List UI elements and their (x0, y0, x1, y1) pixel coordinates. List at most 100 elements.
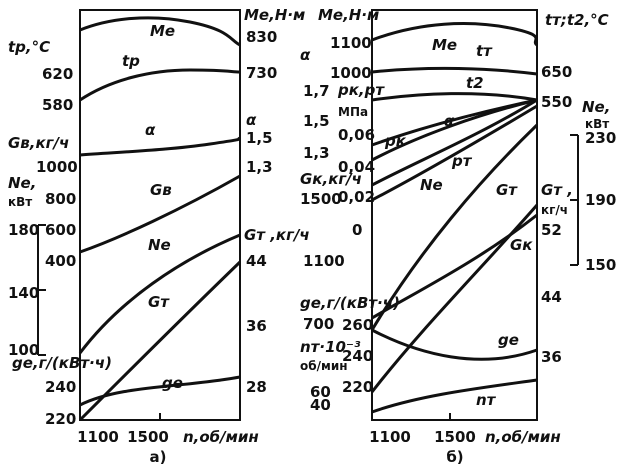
panel-b-curve-ge (371, 328, 538, 361)
panel-b-label-alpha: α (444, 112, 455, 130)
panel-b-xtick-label: 1500 (434, 428, 476, 446)
panel-a-label-gv: Gв (150, 181, 172, 199)
panel-a-left-tick: 600 (45, 221, 76, 239)
panel-b-gt-axis-label: Gт , (541, 181, 573, 199)
panel-b-curve-pk (371, 98, 538, 162)
panel-a-curve-gt (78, 260, 242, 422)
panel-b-curve-ne (370, 123, 539, 331)
panel-b-label-ne: Nе (420, 176, 443, 194)
panel-b-nt-axis-label: nт·10⁻³ (300, 338, 361, 356)
panel-b-label-nt: nт (476, 391, 497, 409)
panel-b-left-tick: 1500 (300, 190, 342, 208)
panel-b-right-tick: 36 (541, 348, 562, 366)
panel-b-xlabel: n,об/мин (485, 428, 561, 446)
panel-b-left-tick: 220 (342, 378, 373, 396)
panel-b-gt-axis-unit: кг/ч (541, 203, 568, 217)
panel-a-curve-gv (79, 174, 241, 254)
panel-a-left-tick: 580 (42, 96, 73, 114)
panel-a-right-tick: 1,3 (246, 158, 273, 176)
panel-a-label-gt: Gт (148, 293, 170, 311)
panel-a-xlabel: n,об/мин (183, 428, 259, 446)
panel-a-left-tick: 400 (45, 252, 76, 270)
panel-a-right-tick: 730 (246, 64, 277, 82)
panel-b-curve-t2 (371, 92, 538, 102)
panel-b-label-me: Mе (432, 36, 457, 54)
panel-b-left-tick: 240 (342, 347, 373, 365)
panel-b-curve-nt (371, 378, 538, 414)
panel-b-left-tick: 0 (352, 221, 362, 239)
panel-a-me-axis-label: Mе,Н·м (244, 6, 305, 24)
panel-b-left-tick: 40 (310, 396, 331, 414)
panel-b-right-tick: 190 (585, 191, 616, 209)
panel-b-left-tick: 260 (342, 316, 373, 334)
panel-a-left-tick: 620 (42, 65, 73, 83)
panel-b-label-ge: gе (498, 331, 519, 349)
panel-b-ne-axis-unit: кВт (585, 117, 609, 131)
panel-a-left-tick: 180 (8, 221, 39, 239)
panel-b-left-tick: 1,7 (303, 82, 330, 100)
panel-b-curve-alpha-lower (371, 104, 538, 202)
panel-b-left-tick: 700 (303, 315, 334, 333)
panel-a-left-tick: 1000 (36, 158, 78, 176)
panel-b-left-tick: 1100 (330, 34, 372, 52)
panel-b-xtick-label: 1100 (369, 428, 411, 446)
panel-b-label-pk: pк (384, 132, 407, 150)
panel-a-right-tick: 28 (246, 378, 267, 396)
panel-b-left-tick: 60 (310, 383, 331, 401)
panel-b-alpha-axis-label: α (300, 46, 311, 64)
panel-a-left-tick: 240 (45, 378, 76, 396)
panel-a-left-tick: 220 (45, 410, 76, 428)
panel-a-alpha-axis-label: α (246, 111, 257, 129)
panel-a-label-ge: gе (162, 374, 183, 392)
panel-a-right-tick: 1,5 (246, 129, 273, 147)
panel-b-left-tick: 1100 (303, 252, 345, 270)
panel-a-tp-axis-label: tр,°С (8, 38, 50, 56)
panel-b-right-tick: 550 (541, 93, 572, 111)
panel-b-ne-axis-label: Nе, (582, 98, 610, 116)
panel-a-right-tick: 36 (246, 317, 267, 335)
panel-a-left-tick: 100 (8, 341, 39, 359)
panel-b-right-tick: 230 (585, 129, 616, 147)
panel-b-left-tick: 0,04 (338, 158, 375, 176)
panel-b-right-tick: 650 (541, 63, 572, 81)
panel-b-right-tick: 44 (541, 288, 562, 306)
panel-b-label-gt: Gт (496, 181, 518, 199)
panel-a-curve-ne (78, 233, 241, 354)
panel-b-me-axis-label: Mе,Н·м (318, 6, 379, 24)
panel-b-label-gk: Gк (510, 236, 533, 254)
panel-b-right-tick: 150 (585, 256, 616, 274)
panel-b-curve-gk (371, 213, 538, 320)
panel-a-ne-axis-label: Nе, (8, 174, 36, 192)
panel-b-nt-axis-unit: об/мин (300, 359, 348, 373)
panel-b-curve-tt (371, 66, 538, 76)
panel-a-xtick-label: 1500 (127, 428, 169, 446)
panel-a-right-tick: 830 (246, 28, 277, 46)
panel-b-right-tick: 52 (541, 221, 562, 239)
panel-b-curve-me (371, 22, 539, 47)
panel-a-label-me: Mе (150, 22, 175, 40)
panel-a-gt-axis-label: Gт ,кг/ч (244, 226, 310, 244)
panel-b-mpa-axis-label: МПа (338, 105, 368, 119)
panel-a-label-alpha: α (145, 121, 156, 139)
panel-b-caption: б) (446, 448, 463, 466)
panel-a-label-ne: Nе (148, 236, 171, 254)
panel-a-curve-ge (79, 375, 241, 407)
panel-b-tt-axis-label: tт;t2,°С (545, 11, 609, 29)
panel-b-left-tick: 0,06 (338, 126, 375, 144)
panel-a-left-tick: 140 (8, 284, 39, 302)
panel-a-curve-tp (79, 68, 241, 102)
panel-a-curve-alpha (79, 136, 241, 157)
panel-b-curve-pt (371, 98, 538, 187)
panel-b-pk-axis-label: pк,pт (337, 81, 385, 99)
panel-a-right-tick: 44 (246, 252, 267, 270)
panel-a-xtick-label: 1100 (77, 428, 119, 446)
panel-a-ne-axis-unit: кВт (8, 195, 32, 209)
panel-a-gv-axis-label: Gв,кг/ч (8, 134, 69, 152)
panel-b-left-tick: 0,02 (338, 188, 375, 206)
panel-a-curve-me (79, 16, 241, 47)
panel-a-caption: а) (150, 448, 167, 466)
panel-b-left-tick: 1,5 (303, 112, 330, 130)
panel-b-ge-axis-label: gе,г/(кВт·ч) (300, 294, 400, 312)
panel-b-label-tt: tт (476, 42, 493, 60)
